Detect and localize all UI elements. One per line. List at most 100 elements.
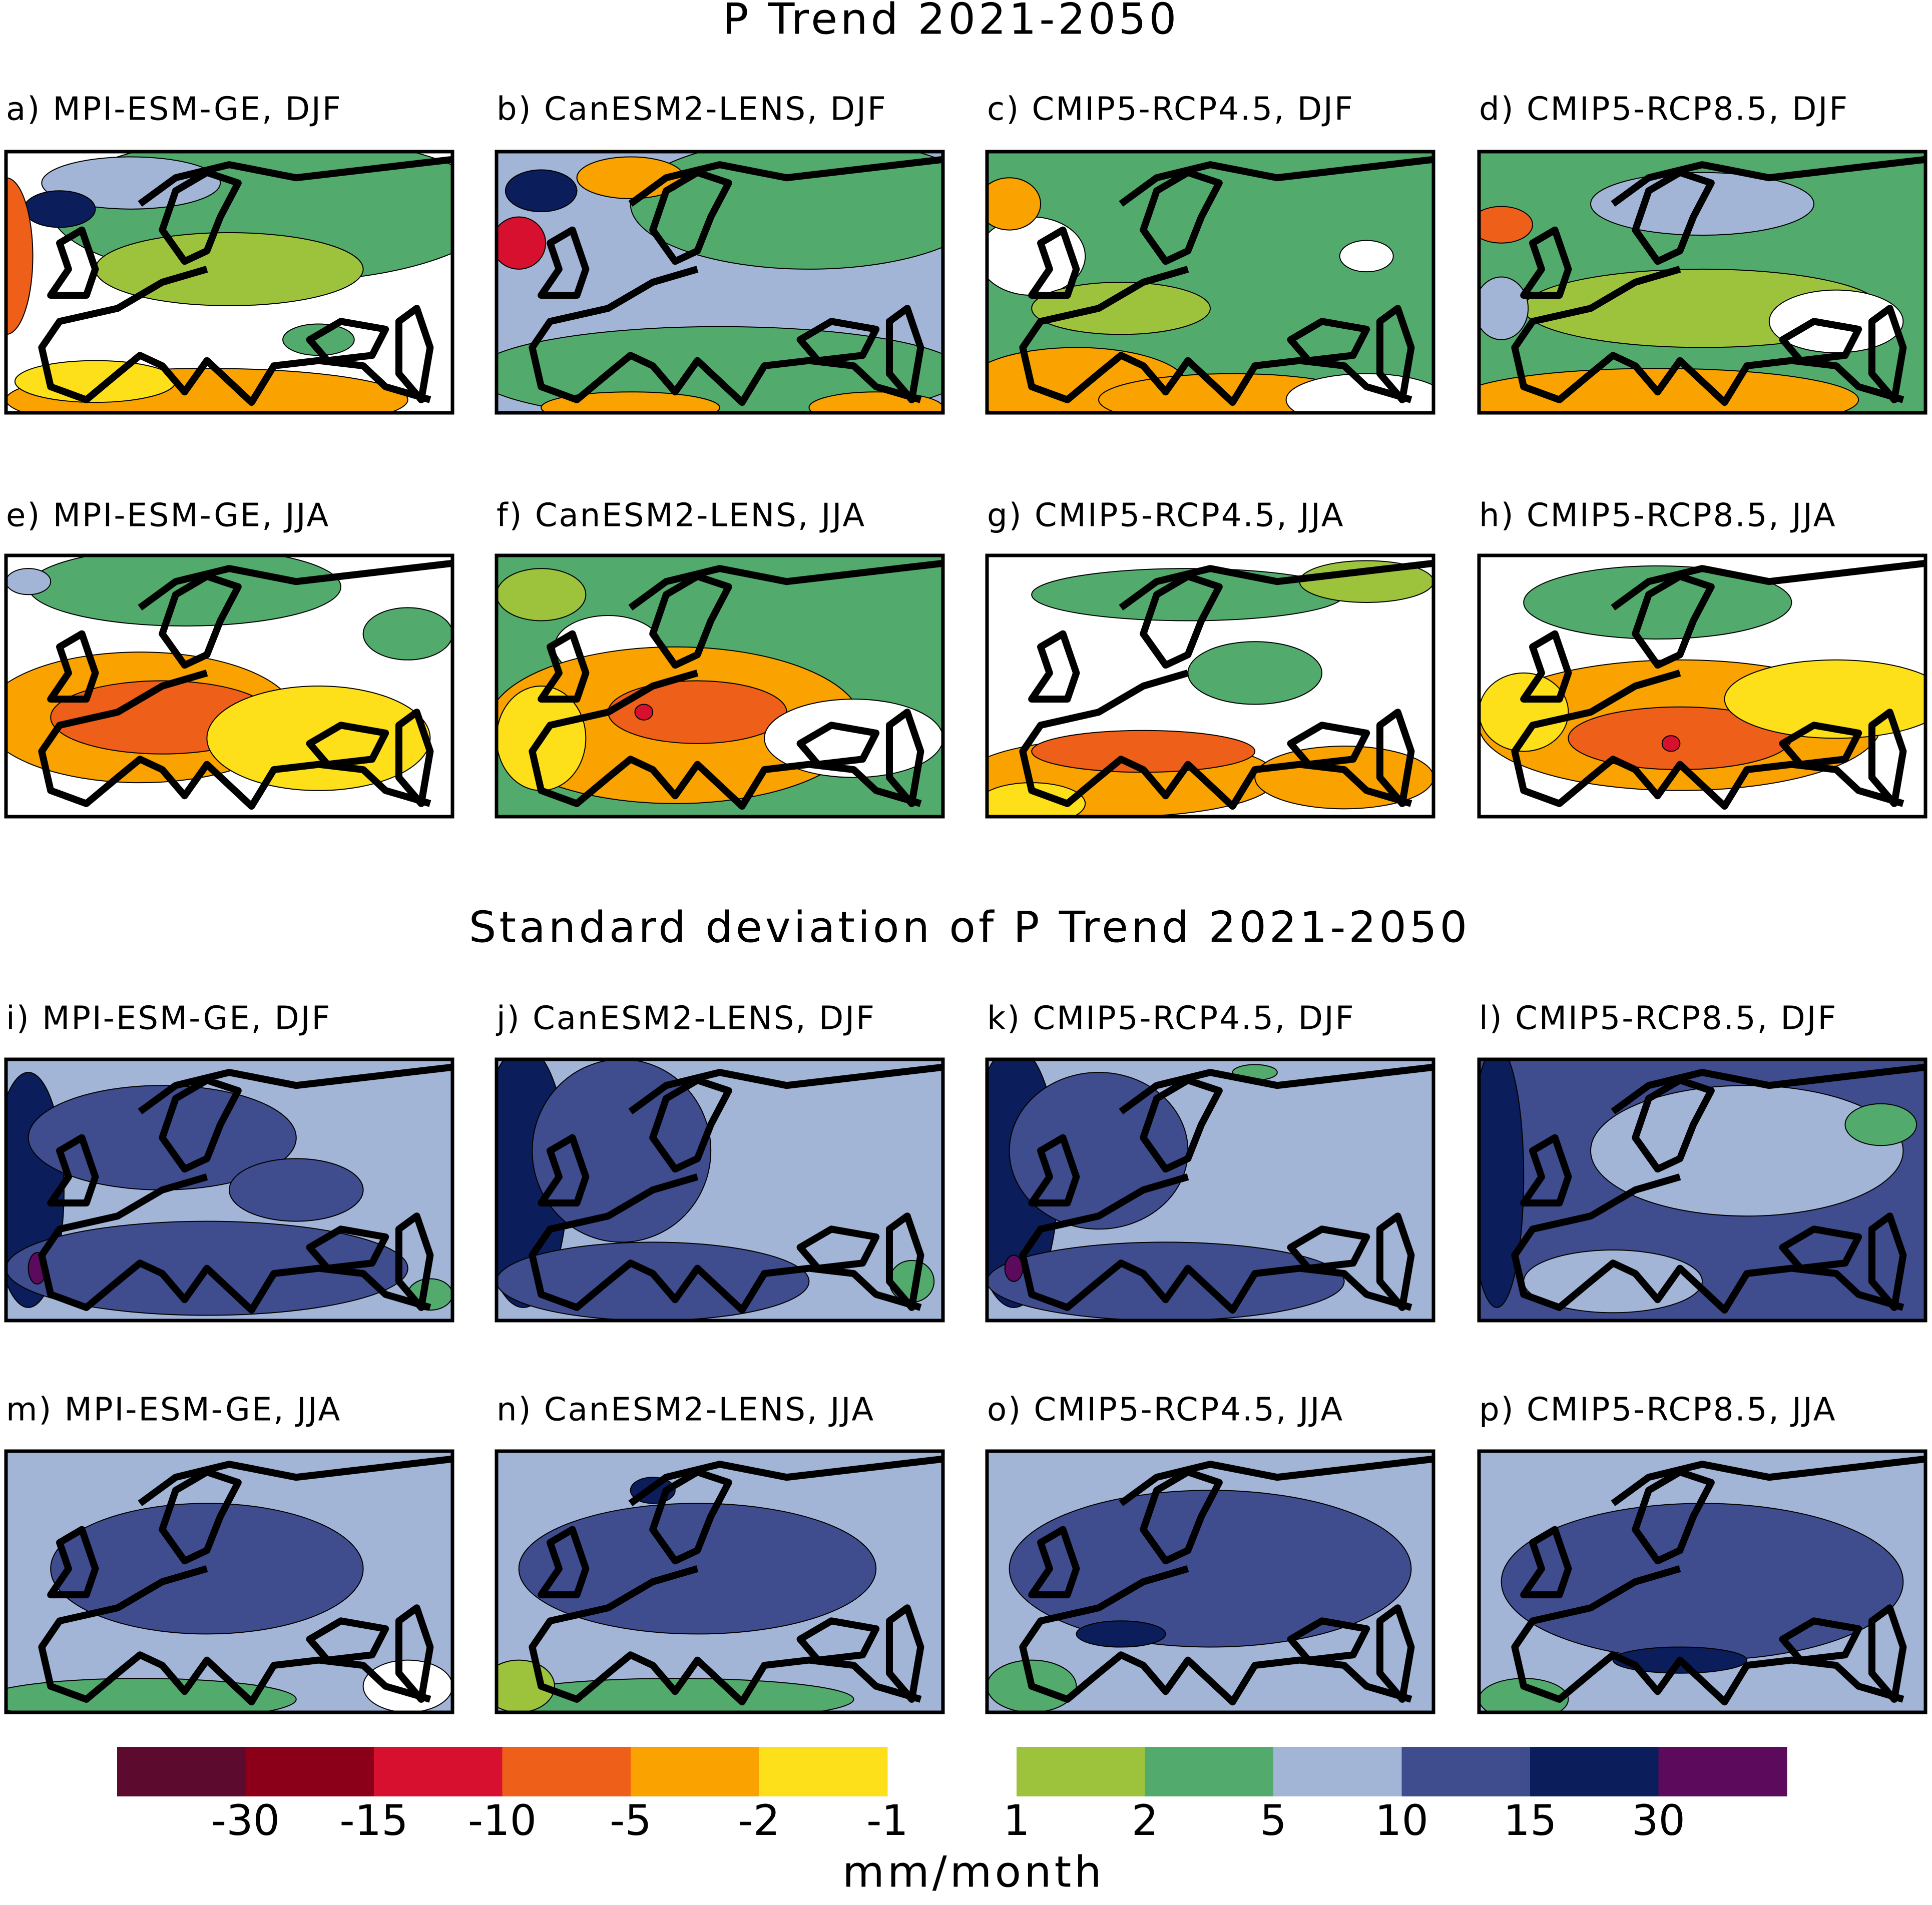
map-panel <box>497 152 943 413</box>
map-panel <box>497 1451 943 1712</box>
colorbar-tick-label: 10 <box>1375 1796 1428 1845</box>
colorbar-label: mm/month <box>842 1847 1105 1897</box>
contour-region <box>1188 642 1322 704</box>
colorbar-tick-label: -1 <box>866 1796 908 1845</box>
contour-region <box>1524 566 1791 639</box>
colorbar-segment <box>117 1747 246 1796</box>
colorbar-tick-label: 5 <box>1260 1796 1286 1845</box>
panel-frame <box>4 1449 454 1714</box>
panel-frame <box>4 1057 454 1323</box>
coastline <box>1515 1459 1925 1702</box>
map-panel <box>987 1451 1433 1712</box>
contour-region <box>506 170 577 212</box>
colorbar-tick-label: -15 <box>339 1796 408 1845</box>
panel-frame <box>1477 1057 1927 1323</box>
colorbar-segment <box>1401 1747 1531 1796</box>
panel-label: p) CMIP5-RCP8.5, JJA <box>1479 1392 1837 1429</box>
coastline <box>1023 563 1433 806</box>
contour-region <box>1032 282 1210 334</box>
coastline <box>42 563 452 806</box>
map-panel <box>987 152 1433 413</box>
panel-frame <box>1477 150 1927 415</box>
contour-region <box>1340 240 1393 272</box>
colorbar-segment <box>631 1747 759 1796</box>
panel-label: o) CMIP5-RCP4.5, JJA <box>987 1392 1344 1429</box>
coastline <box>42 160 452 402</box>
contour-region <box>363 607 452 660</box>
contour-region <box>1479 368 1858 413</box>
panel-label: k) CMIP5-RCP4.5, DJF <box>987 1000 1355 1037</box>
contour-region <box>1479 207 1533 243</box>
coastline <box>42 1459 452 1702</box>
panel-frame <box>985 1449 1435 1714</box>
contour-region <box>1479 673 1568 752</box>
panel-frame <box>495 1449 945 1714</box>
panel-frame <box>1477 1449 1927 1714</box>
panel-label: l) CMIP5-RCP8.5, DJF <box>1479 1000 1837 1037</box>
panel-frame <box>4 150 454 415</box>
colorbar-tick-label: -5 <box>610 1796 652 1845</box>
contour-region <box>809 392 943 413</box>
contour-region <box>497 568 586 620</box>
coastline <box>532 1067 943 1310</box>
colorbar-segment <box>1145 1747 1274 1796</box>
contour-region <box>987 1242 1344 1321</box>
colorbar-segment <box>1658 1747 1787 1796</box>
contour-region <box>24 191 96 227</box>
coastline <box>1023 160 1433 402</box>
map-panel <box>6 1059 452 1321</box>
colorbar-segment <box>374 1747 503 1796</box>
map-panel <box>987 555 1433 817</box>
map-panel <box>6 152 452 413</box>
colorbar-segment <box>759 1747 888 1796</box>
map-panel <box>987 1059 1433 1321</box>
contour-region <box>987 178 1041 230</box>
map-panel <box>497 1059 943 1321</box>
section-title: Standard deviation of P Trend 2021-2050 <box>469 902 1471 952</box>
contour-region <box>1479 277 1528 340</box>
coastline <box>532 1459 943 1702</box>
panel-frame <box>495 1057 945 1323</box>
contour-region <box>1076 1621 1165 1647</box>
panel-label: d) CMIP5-RCP8.5, DJF <box>1479 91 1849 128</box>
contour-region <box>1591 1085 1903 1216</box>
section-title: P Trend 2021-2050 <box>723 0 1180 44</box>
panel-frame <box>985 150 1435 415</box>
contour-region <box>519 1503 876 1634</box>
colorbar-tick-label: 30 <box>1632 1796 1685 1845</box>
panel-frame <box>985 553 1435 819</box>
map-panel <box>1479 1451 1925 1712</box>
coastline <box>532 160 943 402</box>
contour-region <box>497 327 943 413</box>
panel-label: i) MPI-ESM-GE, DJF <box>6 1000 331 1037</box>
panel-label: f) CanESM2-LENS, JJA <box>497 497 866 534</box>
coastline <box>1023 1067 1433 1310</box>
colorbar-tick-label: -2 <box>738 1796 780 1845</box>
map-panel <box>1479 1059 1925 1321</box>
panel-label: e) MPI-ESM-GE, JJA <box>6 497 330 534</box>
panel-label: h) CMIP5-RCP8.5, JJA <box>1479 497 1837 534</box>
colorbar-tick-label: 1 <box>1003 1796 1030 1845</box>
colorbar-segment <box>1530 1747 1659 1796</box>
panel-frame <box>985 1057 1435 1323</box>
colorbar-segment <box>502 1747 631 1796</box>
contour-region <box>6 1678 296 1712</box>
contour-region <box>6 178 33 334</box>
contour-region <box>631 152 943 269</box>
coastline <box>1515 1067 1925 1310</box>
panel-frame <box>495 553 945 819</box>
coastline <box>1023 1459 1433 1702</box>
map-panel <box>6 555 452 817</box>
panel-frame <box>4 553 454 819</box>
colorbar-segment <box>245 1747 374 1796</box>
panel-frame <box>1477 553 1927 819</box>
colorbar-segment <box>1273 1747 1402 1796</box>
map-panel <box>6 1451 452 1712</box>
coastline <box>42 1067 452 1310</box>
contour-region <box>1845 1104 1916 1146</box>
colorbar-tick-label: 2 <box>1132 1796 1158 1845</box>
contour-region <box>1662 736 1680 751</box>
contour-region <box>6 568 51 594</box>
panel-label: a) MPI-ESM-GE, DJF <box>6 91 342 128</box>
